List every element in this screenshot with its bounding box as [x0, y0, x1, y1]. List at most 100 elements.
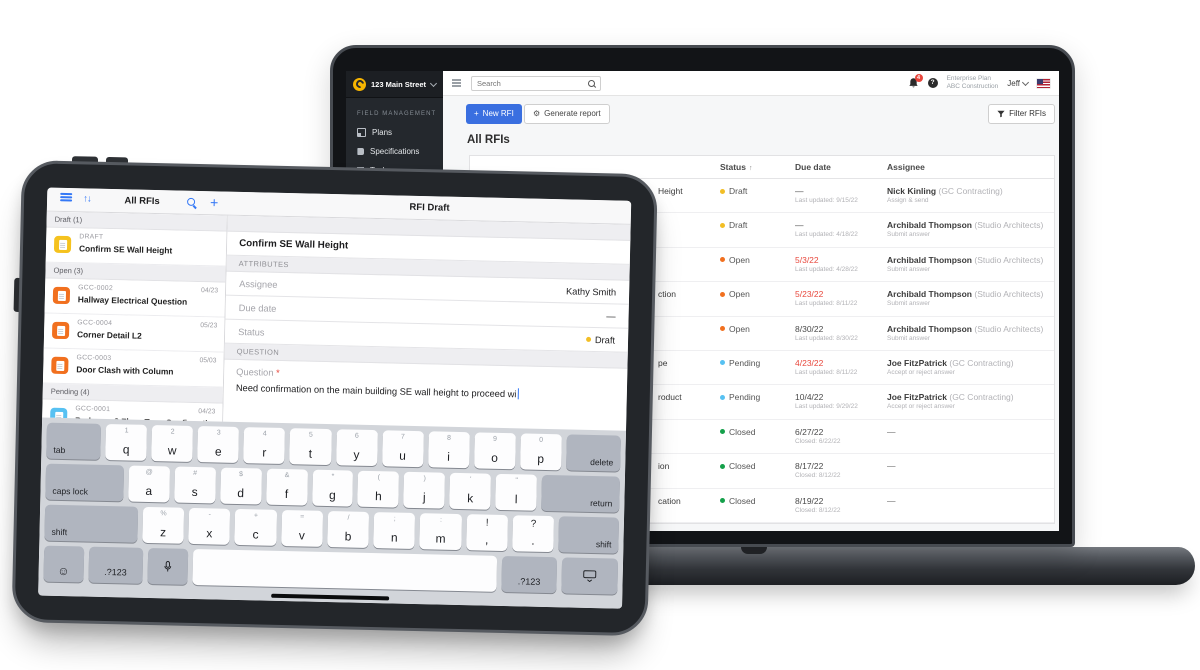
shift-key[interactable]: shift — [44, 504, 138, 543]
rfi-doc-icon — [52, 286, 71, 305]
letter-key[interactable]: / b — [327, 511, 370, 548]
letter-key[interactable]: ' k — [449, 472, 492, 510]
letter-key[interactable]: = v — [280, 509, 324, 547]
specifications-icon — [357, 147, 364, 156]
assignee-org: (Studio Architects) — [974, 254, 1044, 265]
letter-key[interactable]: 9 o — [473, 432, 516, 470]
gear-icon: ⚙ — [533, 109, 541, 118]
sort-icon[interactable]: ↑↓ — [83, 193, 91, 205]
question-field[interactable]: Need confirmation on the main building S… — [236, 382, 627, 402]
table-row[interactable]: roduct Pending 10/4/22 Last updated: 9/2… — [470, 385, 1054, 420]
page-title: All RFIs — [467, 134, 510, 146]
search-box[interactable] — [471, 75, 601, 91]
letter-key[interactable]: ; n — [373, 512, 416, 550]
letter-key[interactable]: 0 p — [519, 433, 562, 471]
list-item[interactable]: DRAFT Confirm SE Wall Height — [45, 227, 227, 267]
caps-lock-key[interactable]: caps lock — [45, 463, 124, 502]
letter-key[interactable]: 6 y — [335, 429, 378, 467]
table-row[interactable]: Closed 6/27/22 Closed: 6/22/22 — — [470, 420, 1054, 455]
letter-key[interactable]: - x — [188, 507, 231, 545]
letter-key[interactable]: ) j — [403, 471, 446, 509]
list-item[interactable]: GCC-0004 05/23 Corner Detail L2 — [43, 313, 225, 353]
user-menu[interactable]: Jeff — [1007, 78, 1030, 88]
sidebar-item-plans[interactable]: Plans — [346, 123, 443, 142]
letter-key[interactable]: * g — [311, 469, 354, 507]
letter-key[interactable]: 5 t — [289, 428, 332, 466]
rfi-detail-panel: Confirm SE Wall Height ATTRIBUTES Assign… — [223, 215, 631, 431]
letter-key[interactable]: 4 r — [243, 427, 286, 465]
letter-key[interactable]: $ d — [219, 467, 262, 505]
letter-key[interactable]: % z — [142, 506, 185, 544]
assignee-name: Archibald Thompson — [887, 289, 975, 300]
status-dot — [720, 498, 725, 504]
assignee-name: Archibald Thompson — [887, 323, 975, 334]
table-row[interactable]: pe Pending 4/23/22 Last updated: 8/11/22… — [470, 351, 1054, 386]
dictation-key[interactable] — [147, 547, 188, 585]
numbers-key[interactable]: .?123 — [501, 556, 557, 594]
table-row[interactable]: ion Closed 8/17/22 Closed: 8/12/22 — — [470, 454, 1054, 489]
notifications-button[interactable]: 4 — [908, 74, 923, 89]
table-row[interactable]: Draft — Last updated: 4/18/22 Archibald … — [470, 213, 1054, 248]
project-selector[interactable]: 123 Main Street — [346, 71, 443, 98]
table-row[interactable]: cation Closed 8/19/22 Closed: 8/12/22 — — [470, 489, 1054, 523]
due-date-sub: Last updated: 9/29/22 — [795, 403, 858, 411]
assignee-cell: Archibald Thompson (Studio Architects) — [887, 289, 1043, 299]
column-header-status[interactable]: Status ↑ — [720, 162, 753, 172]
menu-icon[interactable] — [452, 79, 461, 81]
add-rfi-icon[interactable]: + — [209, 194, 219, 211]
column-header-assignee[interactable]: Assignee — [887, 162, 925, 172]
table-row[interactable]: Open 8/30/22 Last updated: 8/30/22 Archi… — [470, 317, 1054, 351]
table-row[interactable]: Height Draft — Last updated: 9/15/22 Nic… — [470, 179, 1054, 214]
space-key[interactable] — [191, 548, 498, 592]
shift-key[interactable]: shift — [558, 516, 620, 554]
letter-key[interactable]: ? . — [512, 515, 555, 553]
keyboard-row-2: caps lock @ a # s $ d & — [45, 463, 620, 513]
rfi-doc-icon — [53, 235, 72, 254]
sidebar-item-specifications[interactable]: Specifications — [346, 142, 443, 161]
letter-key[interactable]: " l — [495, 473, 538, 511]
letter-key[interactable]: 3 e — [197, 426, 240, 463]
project-name: 123 Main Street — [371, 79, 427, 89]
letter-key[interactable]: ( h — [357, 470, 400, 508]
home-indicator[interactable] — [271, 593, 390, 601]
list-item[interactable]: GCC-0003 05/03 Door Clash with Column — [42, 348, 224, 388]
letter-key[interactable]: + c — [234, 508, 277, 546]
table-row[interactable]: Open 5/3/22 Last updated: 4/28/22 Archib… — [470, 248, 1054, 283]
emoji-key[interactable]: ☺ — [43, 545, 84, 583]
assignee-name: Archibald Thompson — [887, 220, 975, 231]
table-row[interactable]: ction Open 5/23/22 Last updated: 8/11/22… — [470, 282, 1054, 317]
return-key[interactable]: return — [541, 474, 620, 513]
assignee-cell: Joe FitzPatrick (GC Contracting) — [887, 358, 1014, 368]
letter-key[interactable]: # s — [173, 466, 216, 504]
search-input[interactable] — [477, 78, 588, 88]
due-date-sub: Closed: 8/12/22 — [795, 472, 841, 480]
help-button[interactable]: ? — [927, 78, 938, 88]
new-rfi-button[interactable]: + New RFI — [466, 104, 522, 124]
letter-key[interactable]: : m — [419, 513, 462, 551]
filter-rfis-button[interactable]: Filter RFIs — [988, 104, 1055, 124]
letter-key[interactable]: 1 q — [105, 423, 148, 461]
tab-key[interactable]: tab — [46, 422, 102, 460]
letter-key[interactable]: ! , — [465, 514, 509, 552]
letter-key[interactable]: @ a — [128, 465, 170, 503]
letter-key[interactable]: 7 u — [381, 430, 424, 468]
menu-icon[interactable] — [60, 192, 73, 195]
search-icon[interactable] — [187, 197, 196, 206]
dismiss-keyboard-key[interactable] — [560, 557, 619, 595]
status-cell: Closed — [720, 461, 755, 471]
column-header-due-date[interactable]: Due date — [795, 162, 831, 172]
numbers-key[interactable]: .?123 — [88, 546, 144, 584]
letter-key[interactable]: 2 w — [151, 425, 194, 462]
due-date-sub: Last updated: 8/11/22 — [795, 368, 858, 376]
due-date: 5/3/22 — [795, 254, 819, 265]
user-name: Jeff — [1007, 78, 1020, 88]
delete-key[interactable]: delete — [565, 434, 621, 472]
list-item[interactable]: GCC-0002 04/23 Hallway Electrical Questi… — [44, 278, 226, 318]
letter-key[interactable]: & f — [265, 468, 308, 506]
list-group-open: GCC-0002 04/23 Hallway Electrical Questi… — [42, 278, 226, 388]
generate-report-button[interactable]: ⚙ Generate report — [524, 104, 610, 124]
letter-key[interactable]: 8 i — [427, 431, 470, 469]
due-date-sub: Last updated: 8/30/22 — [795, 334, 858, 342]
assignee-action: Accept or reject answer — [887, 368, 955, 376]
hide-keyboard-icon — [583, 570, 597, 583]
